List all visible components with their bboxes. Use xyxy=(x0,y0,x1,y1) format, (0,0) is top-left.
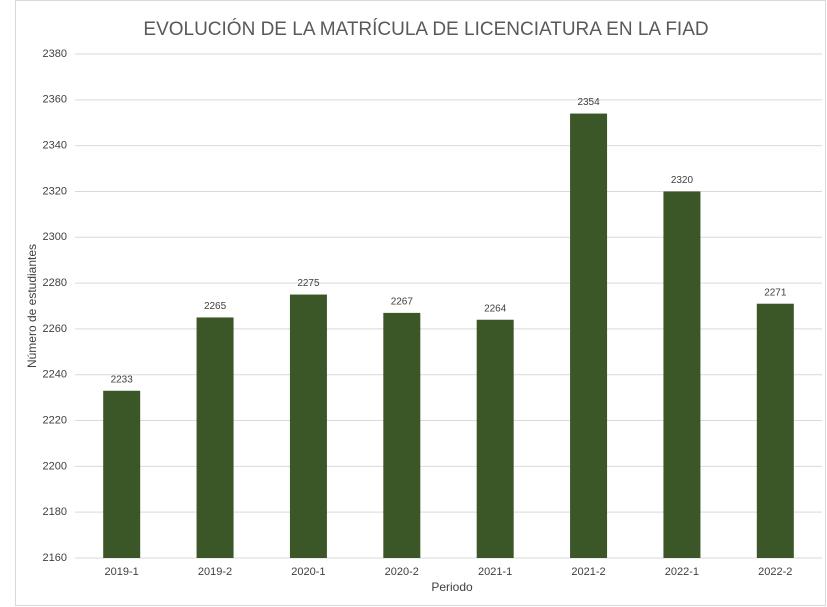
x-axis-label: Periodo xyxy=(431,580,473,594)
y-axis-label: Número de estudiantes xyxy=(25,244,39,368)
data-label: 2264 xyxy=(484,303,507,314)
bar xyxy=(196,317,234,558)
x-tick-label: 2019-1 xyxy=(105,566,139,578)
x-tick-label: 2019-2 xyxy=(198,566,232,578)
bar xyxy=(383,312,421,558)
chart-title: EVOLUCIÓN DE LA MATRÍCULA DE LICENCIATUR… xyxy=(143,18,708,40)
data-label: 2265 xyxy=(204,301,227,312)
y-tick-label: 2180 xyxy=(43,506,67,518)
data-label: 2320 xyxy=(671,175,694,186)
x-tick-label: 2022-1 xyxy=(665,566,699,578)
data-label: 2233 xyxy=(111,374,134,385)
y-tick-label: 2240 xyxy=(43,369,67,381)
data-label: 2354 xyxy=(577,97,600,108)
y-tick-label: 2260 xyxy=(43,323,67,335)
y-tick-label: 2280 xyxy=(43,277,67,289)
y-tick-label: 2320 xyxy=(43,185,67,197)
y-tick-label: 2380 xyxy=(43,48,67,60)
bar xyxy=(289,294,327,558)
bar xyxy=(756,303,794,558)
y-tick-label: 2340 xyxy=(43,140,67,152)
y-tick-label: 2200 xyxy=(43,460,67,472)
bar xyxy=(570,113,608,559)
x-tick-label: 2022-2 xyxy=(758,566,792,578)
bar xyxy=(103,390,141,558)
data-label: 2271 xyxy=(764,287,787,298)
y-tick-label: 2360 xyxy=(43,94,67,106)
x-tick-label: 2021-2 xyxy=(571,566,605,578)
bar xyxy=(476,319,514,558)
x-tick-label: 2020-2 xyxy=(385,566,419,578)
data-label: 2267 xyxy=(391,297,414,308)
data-label: 2275 xyxy=(297,278,320,289)
y-tick-label: 2220 xyxy=(43,414,67,426)
bar xyxy=(663,191,701,559)
x-tick-label: 2021-1 xyxy=(478,566,512,578)
y-tick-label: 2160 xyxy=(43,552,67,564)
y-tick-label: 2300 xyxy=(43,231,67,243)
x-tick-label: 2020-1 xyxy=(291,566,325,578)
